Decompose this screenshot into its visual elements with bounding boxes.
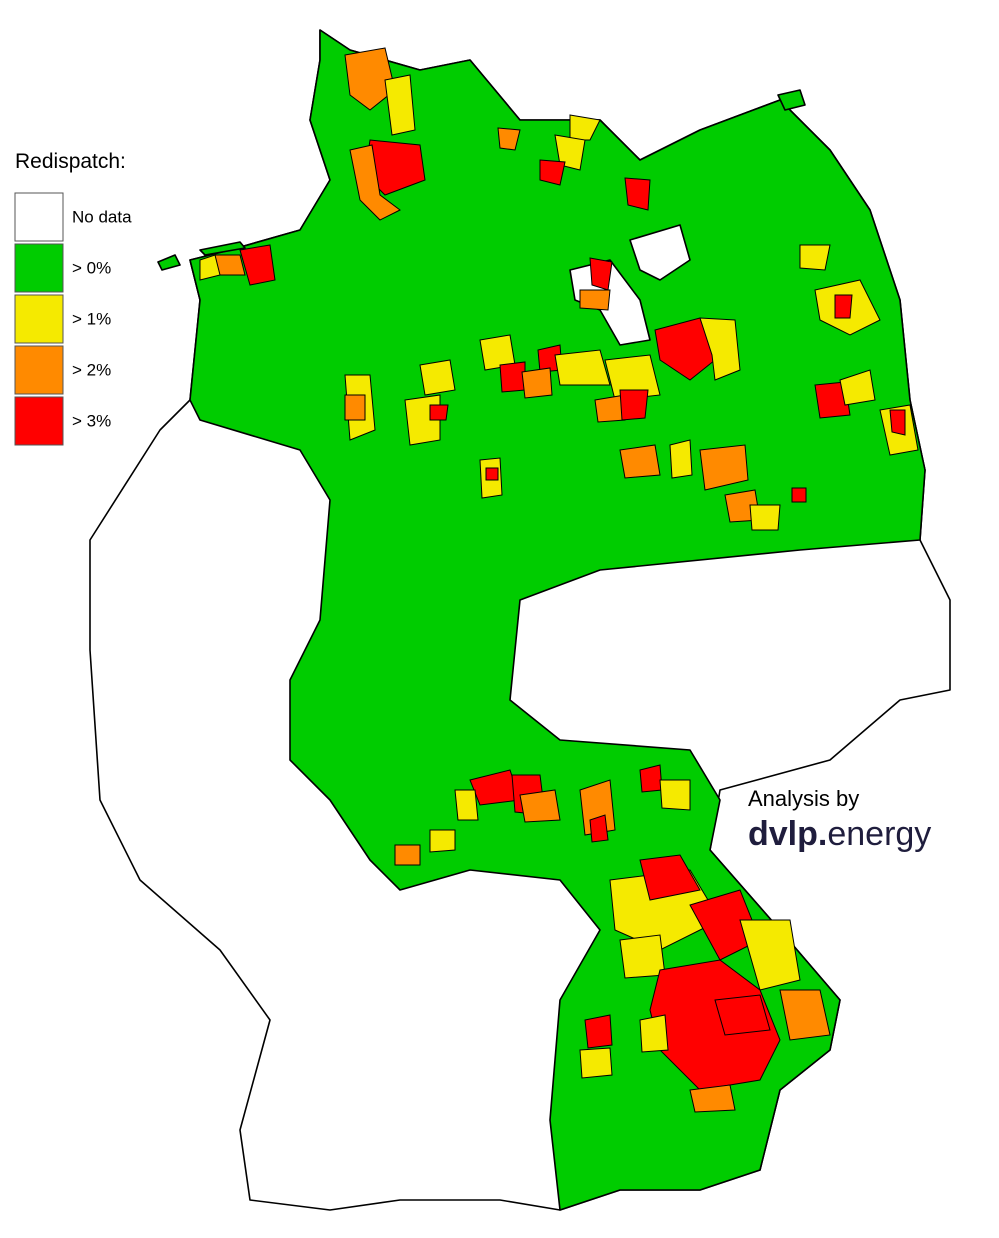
legend-swatch <box>14 243 64 293</box>
island <box>157 254 181 271</box>
area <box>199 254 221 281</box>
legend-swatch <box>14 345 64 395</box>
area <box>689 1084 736 1113</box>
legend: Redispatch: No data > 0% > 1% > 2% > 3% <box>14 150 132 446</box>
area <box>889 409 906 436</box>
area <box>779 989 831 1041</box>
region-no-data <box>569 259 651 346</box>
credit: Analysis by dvlp.energy <box>748 786 931 853</box>
area <box>384 74 416 136</box>
area <box>454 789 479 821</box>
area <box>584 1014 613 1049</box>
island <box>777 89 806 111</box>
brand: dvlp.energy <box>748 815 931 853</box>
blobs <box>199 47 919 1113</box>
area <box>639 1014 669 1053</box>
area <box>554 134 586 171</box>
area <box>344 47 396 111</box>
legend-title: Redispatch: <box>15 150 126 173</box>
area <box>429 829 456 853</box>
area <box>639 854 701 901</box>
brand-suffix: energy <box>827 815 931 853</box>
legend-swatch <box>14 396 64 446</box>
area <box>814 381 851 419</box>
area <box>419 359 456 396</box>
area <box>699 444 749 491</box>
area <box>659 779 691 811</box>
area <box>624 177 651 211</box>
area <box>579 289 611 311</box>
legend-label: > 0% <box>72 258 111 277</box>
area <box>749 504 781 531</box>
area <box>604 354 661 401</box>
legend-label: > 3% <box>72 411 111 430</box>
area <box>639 764 663 793</box>
area <box>554 349 611 386</box>
legend-label: No data <box>72 207 132 226</box>
area <box>619 389 649 421</box>
area <box>714 994 771 1036</box>
area <box>499 361 526 393</box>
area <box>579 1047 613 1079</box>
legend-swatch <box>14 192 64 242</box>
area <box>589 257 613 291</box>
area <box>589 814 609 843</box>
island <box>199 241 246 256</box>
area <box>569 114 601 141</box>
area <box>521 367 553 399</box>
brand-name: dvlp. <box>748 815 827 853</box>
map <box>89 29 951 1211</box>
area <box>654 317 716 381</box>
area <box>619 444 661 479</box>
legend-label: > 1% <box>72 309 111 328</box>
area <box>834 294 853 319</box>
area <box>239 244 276 286</box>
area <box>739 919 801 991</box>
area <box>619 934 666 979</box>
area <box>497 127 521 151</box>
area <box>349 144 401 221</box>
area <box>539 159 566 186</box>
area <box>485 467 499 481</box>
legend-swatch <box>14 294 64 344</box>
area <box>839 369 876 406</box>
credit-text: Analysis by <box>748 786 859 811</box>
area <box>669 439 693 479</box>
area <box>394 844 421 866</box>
legend-label: > 2% <box>72 360 111 379</box>
area <box>799 244 831 271</box>
area <box>429 404 449 421</box>
area <box>344 394 366 421</box>
area <box>519 789 561 823</box>
region-no-data <box>629 224 691 281</box>
area <box>699 317 741 381</box>
area <box>791 487 807 503</box>
